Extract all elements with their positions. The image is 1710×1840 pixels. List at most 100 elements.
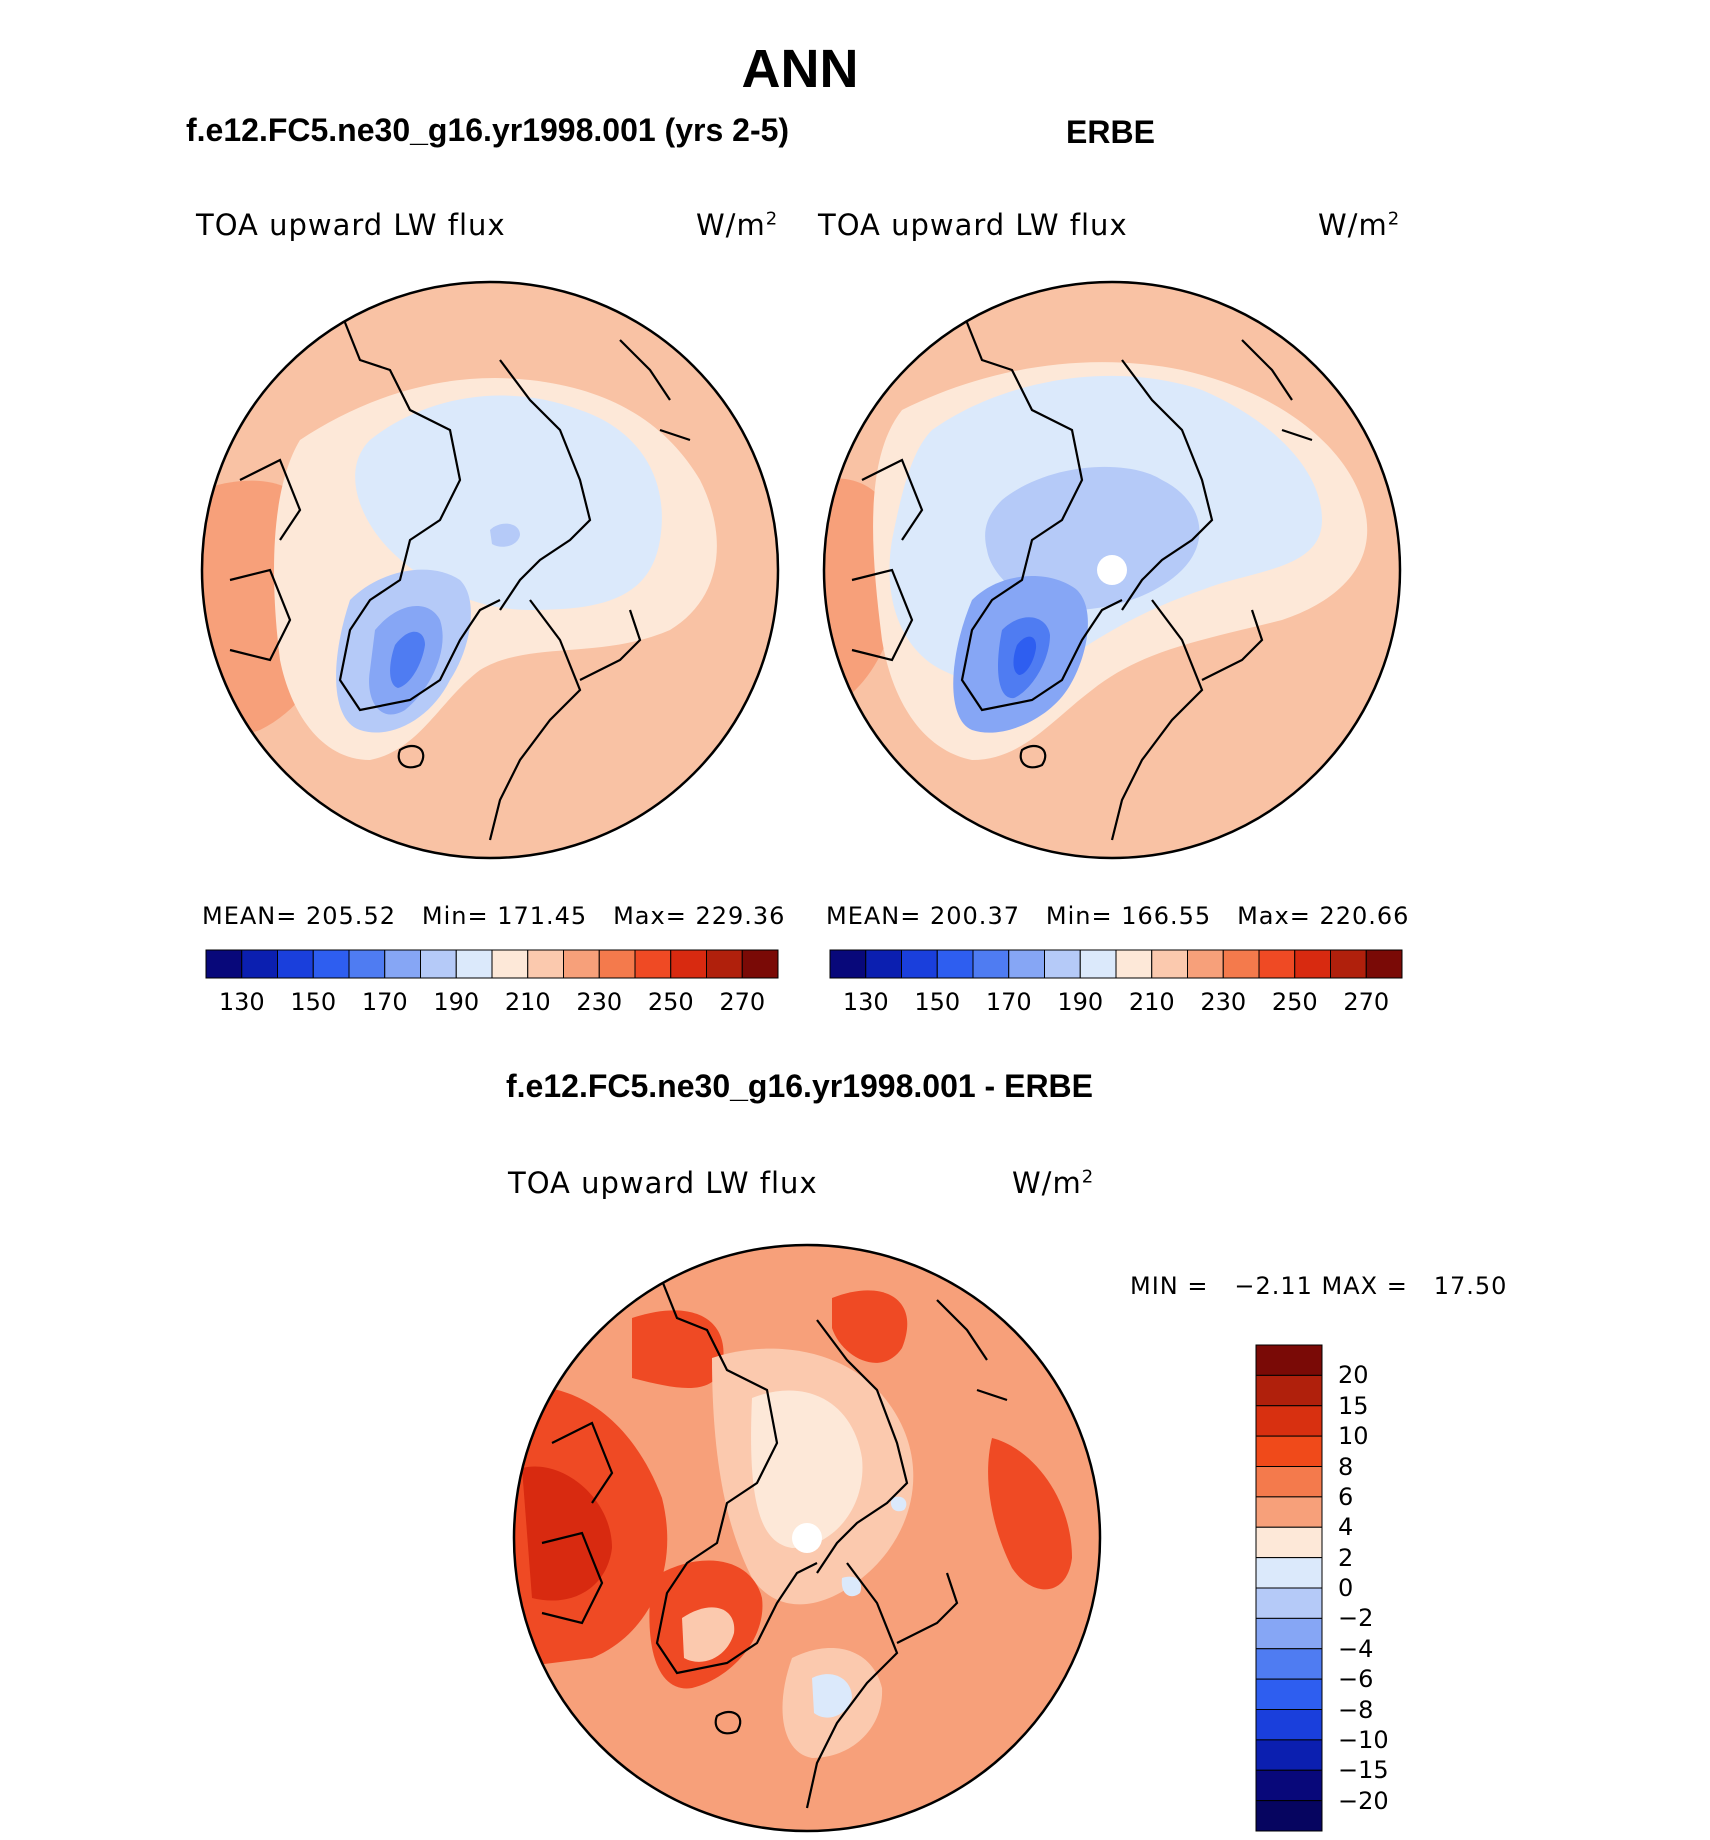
panel-obs-subtitle: ERBE (1066, 114, 1155, 150)
diff-minmax: MIN = −2.11 MAX = 17.50 (1130, 1272, 1508, 1300)
colorbar-swatch (527, 949, 564, 979)
colorbar-tick-label: 150 (914, 988, 961, 1016)
colorbar-tick-label: −6 (1338, 1665, 1374, 1694)
colorbar-tick-label: 230 (576, 988, 623, 1016)
map-obs (822, 280, 1402, 860)
colorbar-tick-label: 230 (1200, 988, 1247, 1016)
colorbar-tick-label: 4 (1338, 1513, 1354, 1542)
colorbar-tick-label: 190 (1057, 988, 1104, 1016)
colorbar-swatch (1255, 1496, 1323, 1528)
colorbar-tick-label: 190 (433, 988, 480, 1016)
colorbar-swatch (1255, 1466, 1323, 1498)
colorbar-swatch (741, 949, 779, 979)
colorbar-swatch (1255, 1739, 1323, 1771)
colorbar-tick-label: −4 (1338, 1634, 1374, 1663)
colorbar-swatch (598, 949, 636, 979)
map-model (200, 280, 780, 860)
colorbar-tick-label: 250 (647, 988, 694, 1016)
colorbar-swatch (1115, 949, 1153, 979)
colorbar-swatch (1187, 949, 1224, 979)
colorbar-tick-label: 270 (719, 988, 766, 1016)
panel-model-stats: MEAN= 205.52 Min= 171.45 Max= 229.36 (202, 902, 786, 930)
colorbar-swatch (1255, 1769, 1323, 1802)
colorbar-swatch (1079, 949, 1117, 979)
colorbar-swatch (1330, 949, 1367, 979)
colorbar-swatch (277, 949, 314, 979)
colorbar-tick-label: 210 (504, 988, 551, 1016)
colorbar-swatch (348, 949, 386, 979)
colorbar-swatch (205, 949, 243, 979)
map-diff (512, 1243, 1102, 1833)
panel-model-subtitle: f.e12.FC5.ne30_g16.yr1998.001 (yrs 2-5) (186, 112, 790, 148)
colorbar-swatch (491, 949, 529, 979)
colorbar-tick-label: 210 (1128, 988, 1175, 1016)
colorbar-swatch (829, 949, 867, 979)
colorbar-swatch (901, 949, 938, 979)
panel-model-variable: TOA upward LW flux (196, 208, 506, 242)
colorbar-swatch (1222, 949, 1260, 979)
colorbar-swatch (1151, 949, 1188, 979)
colorbar-tick-label: 170 (985, 988, 1032, 1016)
colorbar-swatch (1255, 1374, 1323, 1407)
panel-obs-variable: TOA upward LW flux (818, 208, 1128, 242)
colorbar-model-ticks: 130 150 170 190 210 230 250 270 (206, 988, 778, 1018)
colorbar-swatch (1255, 1617, 1323, 1650)
colorbar-tick-label: −15 (1338, 1756, 1389, 1785)
colorbar-swatch (1258, 949, 1296, 979)
colorbar-tick-label: −10 (1338, 1725, 1389, 1754)
colorbar-tick-label: 20 (1338, 1361, 1369, 1390)
colorbar-tick-label: 130 (218, 988, 265, 1016)
colorbar-obs-ticks: 130 150 170 190 210 230 250 270 (830, 988, 1402, 1018)
colorbar-swatch (1255, 1678, 1323, 1710)
colorbar-swatch (1255, 1587, 1323, 1619)
colorbar-swatch (706, 949, 743, 979)
colorbar-tick-label: 270 (1343, 988, 1390, 1016)
colorbar-tick-label: −20 (1338, 1786, 1389, 1815)
colorbar-swatch (1255, 1435, 1323, 1467)
colorbar-swatch (1255, 1344, 1323, 1376)
colorbar-model (205, 949, 779, 979)
colorbar-swatch (972, 949, 1010, 979)
colorbar-swatch (455, 949, 493, 979)
diff-subtitle: f.e12.FC5.ne30_g16.yr1998.001 - ERBE (506, 1068, 1093, 1104)
colorbar-swatch (1255, 1709, 1323, 1741)
colorbar-swatch (1044, 949, 1081, 979)
colorbar-obs (829, 949, 1403, 979)
panel-model-units: W/m2 (696, 208, 779, 242)
colorbar-tick-label: 150 (290, 988, 337, 1016)
colorbar-swatch (1255, 1648, 1323, 1680)
colorbar-swatch (1255, 1526, 1323, 1559)
figure-title: ANN (741, 39, 859, 99)
colorbar-swatch (384, 949, 421, 979)
colorbar-swatch (241, 949, 278, 979)
colorbar-diff (1255, 1344, 1323, 1832)
colorbar-swatch (1294, 949, 1331, 979)
panel-obs-units: W/m2 (1318, 208, 1401, 242)
colorbar-tick-label: 170 (361, 988, 408, 1016)
colorbar-swatch (1365, 949, 1403, 979)
colorbar-swatch (420, 949, 457, 979)
colorbar-tick-label: 6 (1338, 1482, 1354, 1511)
colorbar-tick-label: 10 (1338, 1422, 1369, 1451)
colorbar-tick-label: −8 (1338, 1695, 1374, 1724)
colorbar-swatch (1255, 1405, 1323, 1437)
colorbar-swatch (634, 949, 672, 979)
colorbar-swatch (1255, 1557, 1323, 1589)
panel-obs-stats: MEAN= 200.37 Min= 166.55 Max= 220.66 (826, 902, 1410, 930)
colorbar-tick-label: 15 (1338, 1391, 1369, 1420)
colorbar-tick-label: 130 (842, 988, 889, 1016)
colorbar-swatch (865, 949, 902, 979)
colorbar-tick-label: 250 (1271, 988, 1318, 1016)
colorbar-swatch (1255, 1800, 1323, 1832)
colorbar-tick-label: 0 (1338, 1574, 1354, 1602)
colorbar-swatch (936, 949, 974, 979)
colorbar-swatch (670, 949, 707, 979)
diff-units: W/m2 (1012, 1166, 1095, 1200)
colorbar-diff-ticks: 20 15 10 8 6 4 2 0 −2 −4 −6 −8 −10 −15 −20 (1338, 1345, 1428, 1833)
colorbar-swatch (563, 949, 600, 979)
colorbar-tick-label: 2 (1338, 1543, 1354, 1572)
colorbar-tick-label: −2 (1338, 1604, 1374, 1633)
diff-variable: TOA upward LW flux (508, 1166, 818, 1200)
colorbar-swatch (312, 949, 350, 979)
colorbar-swatch (1008, 949, 1045, 979)
